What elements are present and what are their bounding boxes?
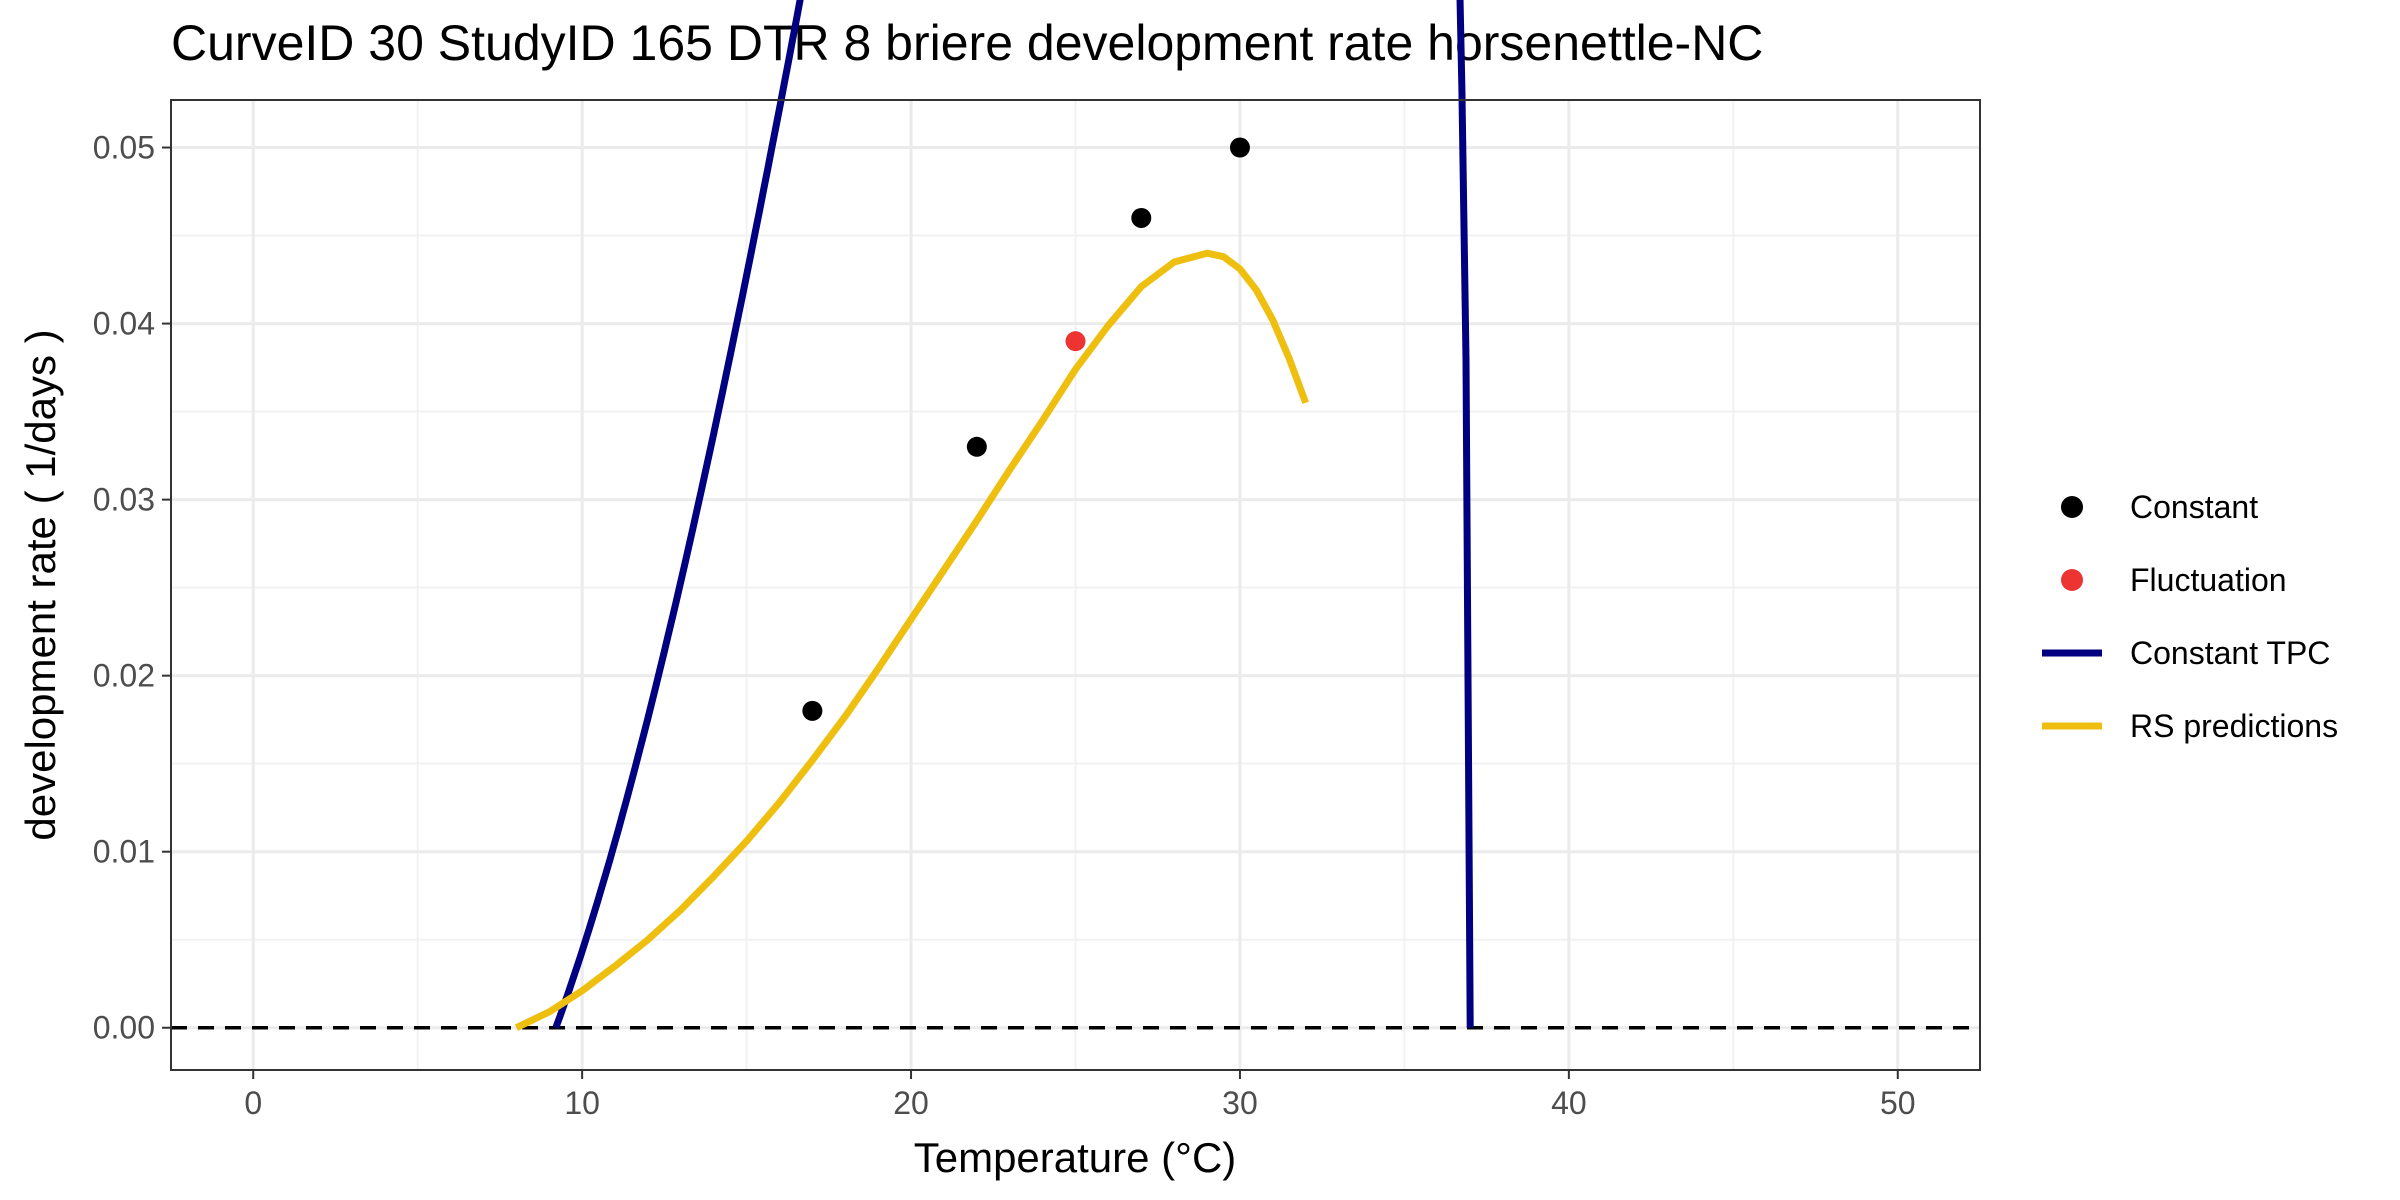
data-point-fluctuation bbox=[1065, 331, 1086, 352]
legend: Constant Fluctuation Constant TPC RS predic… bbox=[2042, 489, 2338, 744]
chart-title: CurveID 30 StudyID 165 DTR 8 briere deve… bbox=[171, 15, 1763, 71]
y-tick-label: 0.03 bbox=[93, 482, 155, 518]
plot-border bbox=[170, 99, 1981, 1071]
x-tick-label: 10 bbox=[564, 1085, 600, 1121]
x-axis-title: Temperature (°C) bbox=[914, 1134, 1237, 1181]
series-layer bbox=[171, 0, 1980, 1031]
data-point-constant bbox=[1131, 207, 1152, 228]
series-line-constant-tpc bbox=[552, 0, 1474, 1029]
data-point-constant bbox=[802, 700, 823, 721]
y-tick-label: 0.05 bbox=[93, 130, 155, 166]
legend-label: Constant bbox=[2130, 489, 2258, 525]
y-tick-label: 0.02 bbox=[93, 658, 155, 694]
y-tick-label: 0.04 bbox=[93, 306, 155, 342]
series-line-rs-predictions bbox=[514, 249, 1309, 1031]
x-tick-label: 20 bbox=[893, 1085, 929, 1121]
x-tick-label: 50 bbox=[1880, 1085, 1916, 1121]
x-tick-label: 0 bbox=[244, 1085, 262, 1121]
y-tick-label: 0.01 bbox=[93, 834, 155, 870]
legend-key-fluctuation bbox=[2061, 569, 2083, 591]
data-point-constant bbox=[966, 436, 987, 457]
legend-label: Fluctuation bbox=[2130, 562, 2287, 598]
legend-label: RS predictions bbox=[2130, 708, 2338, 744]
legend-label: Constant TPC bbox=[2130, 635, 2330, 671]
y-tick-label: 0.00 bbox=[93, 1010, 155, 1046]
x-tick-label: 40 bbox=[1551, 1085, 1587, 1121]
points-layer bbox=[802, 137, 1250, 721]
x-tick-label: 30 bbox=[1222, 1085, 1258, 1121]
y-axis-title: development rate ( 1/days ) bbox=[17, 329, 64, 840]
axis-ticks: 0 10 20 30 40 50 0.00 0.01 0.02 0.03 0.04 0.05 bbox=[93, 130, 1916, 1121]
data-point-constant bbox=[1229, 137, 1250, 158]
legend-key-constant bbox=[2061, 496, 2083, 518]
grid-minor bbox=[171, 100, 1980, 1070]
